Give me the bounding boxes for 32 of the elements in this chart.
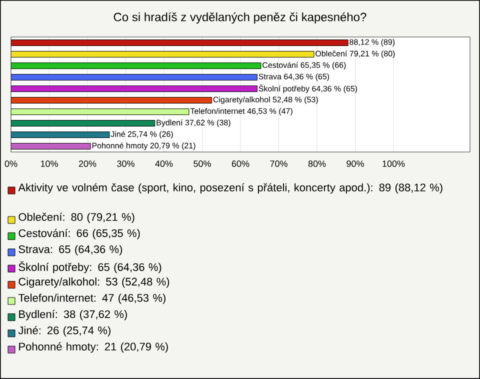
legend-label: Cigarety/alkohol: 53 (52,48 %) [18, 277, 170, 288]
x-tick-label: 30% [117, 160, 134, 167]
data-label: Pohonné hmoty 20,79 % (21) [92, 142, 196, 150]
data-label: 88,12 % (89) [350, 39, 395, 46]
x-tick-label: 70% [270, 160, 288, 167]
x-tick-label: 0% [4, 160, 18, 167]
legend-label: Telefon/internet: 47 (46,53 %) [18, 294, 166, 304]
data-label: Strava 64,36 % (65) [258, 74, 330, 81]
data-label: Oblečení 79,21 % (80) [316, 50, 395, 58]
data-label: Jiné 25,74 % (26) [110, 130, 173, 139]
x-tick-label: 40% [155, 160, 173, 167]
x-tick-label: 90% [346, 160, 364, 167]
x-tick-label: 100% [382, 160, 405, 167]
legend-label: Školní potřeby: 65 (64,36 %) [18, 261, 162, 274]
legend-label: Jiné: 26 (25,74 %) [18, 326, 110, 336]
data-label: Bydlení 37,62 % (38) [156, 119, 230, 128]
legend-label: Strava: 65 (64,36 %) [18, 245, 122, 256]
legend-label: Pohonné hmoty: 21 (20,79 %) [19, 342, 168, 353]
x-tick-label: 60% [232, 160, 250, 167]
data-label: Cigarety/alkohol 52,48 % (53) [213, 96, 318, 104]
x-tick-label: 10% [40, 160, 58, 167]
legend-label: Aktivity ve volném čase (sport, kino, posezení s přáteli, koncerty apod.): 89 (88,12 %) [18, 183, 442, 194]
data-label: Školní potřeby 64,36 % (65) [258, 84, 358, 94]
data-label: Telefon/internet 46,53 % (47) [190, 108, 292, 116]
x-tick-label: 20% [78, 160, 96, 167]
x-tick-label: 50% [194, 160, 211, 167]
data-label: Cestování 65,35 % (66) [262, 62, 346, 70]
legend-label: Cestování: 66 (65,35 %) [18, 228, 140, 240]
chart-title: Co si hradíš z vydělaných peněz či kapesného? [114, 12, 366, 24]
x-tick-label: 80% [308, 160, 326, 167]
legend-label: Bydlení: 38 (37,62 %) [19, 310, 127, 320]
legend-label: Oblečení: 80 (79,21 %) [18, 212, 134, 224]
